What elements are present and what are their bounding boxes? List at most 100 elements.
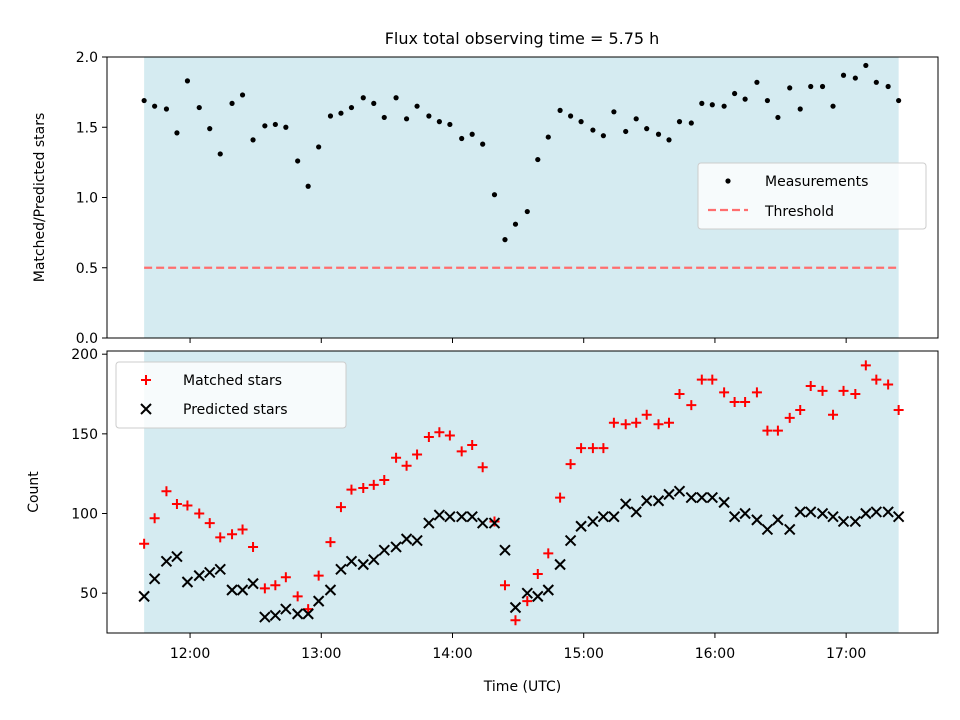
matched-star-point xyxy=(161,486,172,497)
matched-star-point xyxy=(893,404,904,415)
matched-star-point xyxy=(335,502,346,513)
matched-star-point xyxy=(346,484,357,495)
predicted-star-point xyxy=(345,555,358,568)
measurement-point xyxy=(699,100,705,106)
measurement-point xyxy=(742,96,748,102)
ratio-ytick-label: 1.5 xyxy=(76,120,98,136)
measurement-point xyxy=(557,107,563,113)
measurement-point xyxy=(775,114,781,121)
predicted-star-point xyxy=(269,609,282,622)
matched-star-point xyxy=(248,541,259,552)
predicted-star-point xyxy=(652,495,665,507)
predicted-star-point xyxy=(892,510,905,523)
matched-star-point xyxy=(401,460,412,471)
measurement-point xyxy=(393,95,399,101)
count-ytick-label: 150 xyxy=(71,427,98,443)
legend-label-measurements: Measurements xyxy=(765,174,868,190)
measurement-point xyxy=(611,109,617,115)
measurement-point xyxy=(578,119,584,125)
count-legend: Matched stars Predicted stars xyxy=(115,361,347,429)
matched-star-point xyxy=(280,572,291,583)
matched-star-point xyxy=(555,492,566,503)
matched-star-point xyxy=(565,459,576,470)
ratio-ytick-label: 0.5 xyxy=(76,261,98,277)
predicted-star-point xyxy=(870,506,883,518)
predicted-star-point xyxy=(214,563,226,575)
matched-star-point xyxy=(489,516,500,527)
predicted-star-point xyxy=(433,509,446,521)
measurement-point xyxy=(469,131,475,137)
matched-star-point xyxy=(608,417,619,428)
matched-star-point xyxy=(215,532,226,543)
matched-star-point xyxy=(805,381,816,392)
matched-star-point xyxy=(598,443,609,454)
matched-star-point xyxy=(850,389,861,400)
predicted-star-point xyxy=(575,520,587,532)
measurement-point xyxy=(381,114,387,121)
matched-star-point xyxy=(740,396,751,407)
measurement-point xyxy=(896,97,902,104)
count-ytick-label: 200 xyxy=(71,347,98,363)
measurement-point xyxy=(152,103,158,109)
measurement-point xyxy=(676,119,683,125)
predicted-star-point xyxy=(400,533,413,545)
matched-star-point xyxy=(444,430,455,441)
matched-star-point xyxy=(543,548,554,559)
predicted-star-point xyxy=(860,507,872,520)
predicted-star-point xyxy=(148,573,161,585)
measurement-point xyxy=(655,131,662,137)
measurement-point xyxy=(447,121,453,128)
matched-star-point xyxy=(204,518,215,529)
matched-star-point xyxy=(510,615,521,626)
x-axis-label: Time (UTC) xyxy=(483,679,561,695)
predicted-star-point xyxy=(837,515,850,528)
measurement-point xyxy=(732,90,738,97)
measurement-point xyxy=(371,100,377,106)
measurement-point xyxy=(305,183,311,189)
predicted-star-point xyxy=(259,611,271,623)
predicted-star-point xyxy=(236,584,249,596)
matched-star-point xyxy=(477,462,488,473)
measurement-point xyxy=(403,116,410,122)
matched-star-point xyxy=(182,500,193,511)
measurement-point xyxy=(787,85,793,91)
matched-star-point xyxy=(391,452,402,463)
matched-star-point xyxy=(259,583,270,594)
predicted-star-point xyxy=(280,603,292,615)
predicted-star-point xyxy=(630,506,642,518)
predicted-star-point xyxy=(138,590,150,603)
measurement-point xyxy=(196,104,202,111)
measurement-point xyxy=(348,104,355,111)
matched-star-point xyxy=(358,483,369,494)
measurement-point xyxy=(217,151,223,157)
count-xtick-label: 14:00 xyxy=(432,646,472,662)
matched-star-point xyxy=(434,427,445,438)
measurement-point xyxy=(590,127,596,133)
predicted-star-point xyxy=(455,510,468,523)
matched-star-point xyxy=(696,374,707,385)
matched-star-point xyxy=(795,404,806,415)
predicted-star-point xyxy=(619,498,632,510)
measurement-point xyxy=(229,100,235,106)
predicted-star-point xyxy=(312,595,325,607)
chart-title: Flux total observing time = 5.75 h xyxy=(385,29,660,48)
ratio-ytick-label: 0.0 xyxy=(76,331,98,347)
predicted-star-point xyxy=(696,491,708,504)
ratio-ytick-label: 1.0 xyxy=(76,191,98,207)
measurement-point xyxy=(184,78,191,84)
matched-star-point xyxy=(139,538,150,549)
measurement-point xyxy=(338,110,344,116)
ratio-ytick-label: 2.0 xyxy=(76,50,98,66)
measurement-point xyxy=(863,62,869,69)
measurement-point xyxy=(207,126,213,132)
ratio-legend-box xyxy=(697,162,927,230)
count-xtick-label: 12:00 xyxy=(170,646,210,662)
predicted-star-point xyxy=(378,544,390,556)
matched-star-point xyxy=(270,580,281,591)
matched-star-point xyxy=(762,425,773,436)
predicted-star-point xyxy=(247,577,259,590)
measurement-point xyxy=(808,83,814,90)
predicted-star-point xyxy=(226,584,238,596)
matched-star-point xyxy=(227,529,238,540)
